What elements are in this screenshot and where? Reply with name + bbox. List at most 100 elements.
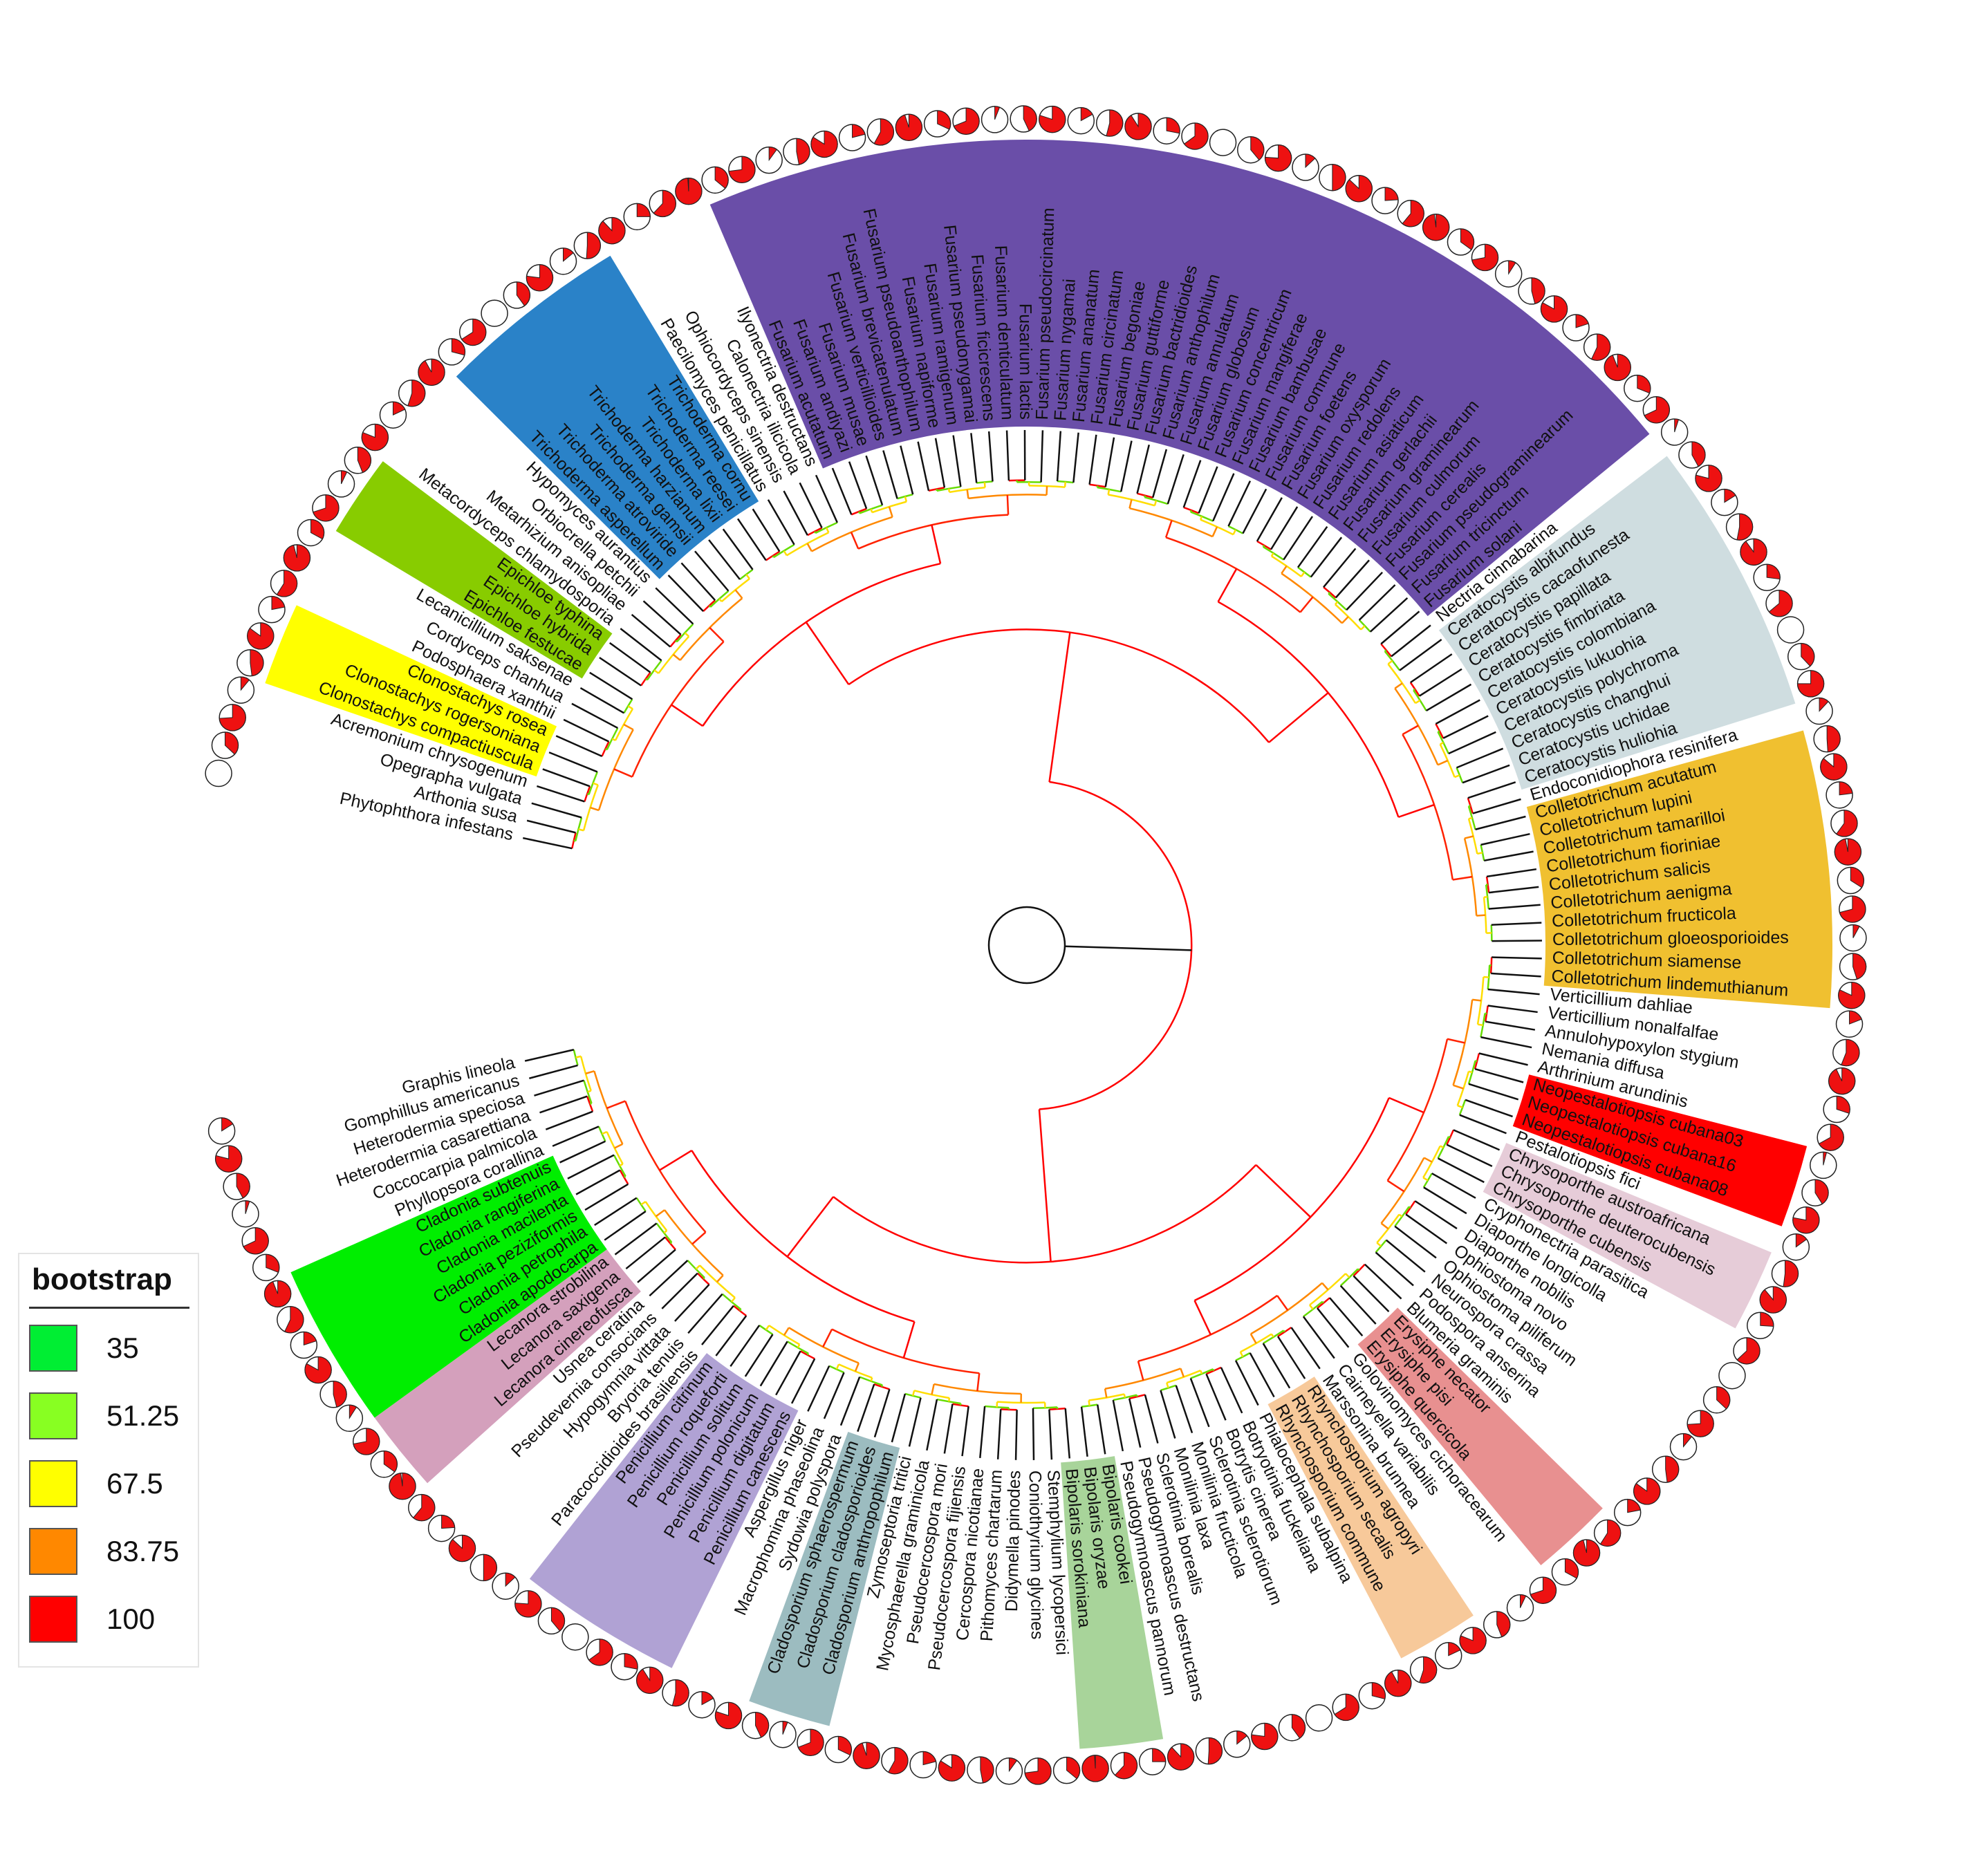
tree-branch [1486,868,1537,878]
pie-marker [1828,1067,1856,1095]
tree-branch [1323,548,1357,588]
pie-marker-slice [1384,187,1399,201]
tree-branch [1144,1394,1159,1444]
tree-branch [659,1149,693,1171]
clade-cladonia-highlight [290,1155,607,1418]
tree-branch-arc [933,1383,1021,1395]
pie-marker-slice [1838,982,1866,1009]
tree-branch [559,1140,606,1164]
clade-neopestalotiopsis-highlight [1512,1074,1808,1226]
pie-marker [1839,953,1867,980]
tree-branch-arc [631,641,725,778]
pie-marker [290,1331,318,1359]
pie-marker-slice [1828,1067,1856,1095]
tree-branch [1446,1144,1493,1167]
tree-branch [934,438,946,488]
pie-marker-slice [461,318,487,346]
pie-marker [458,318,487,346]
tree-branch [1006,494,1010,515]
tree-branch-arc [848,628,1270,743]
pie-marker [503,281,531,309]
tree-branch [675,640,678,643]
legend-label-51-25: 51.25 [106,1399,180,1432]
tree-branch [1440,1145,1444,1148]
pie-marker-slice [796,138,810,165]
tree-branch [674,1284,710,1322]
tree-branch [987,431,994,482]
pie-marker [427,1514,456,1542]
tree-branch [1151,449,1168,498]
pie-marker [219,704,246,731]
tree-branch [825,527,830,533]
tree-branch [1040,430,1044,483]
tree-branch [1217,568,1238,603]
tree-branch [1426,683,1472,712]
pie-marker [1434,1642,1462,1670]
tree-branch [734,589,743,599]
tree-branch [526,819,576,834]
tree-branch [1468,805,1471,808]
tree-branch [996,1409,1002,1459]
tree-branch [1345,1273,1350,1278]
tree-branch [1234,1360,1259,1406]
tree-branch [1398,1213,1403,1217]
pie-marker [270,570,298,597]
pie-marker [1332,1693,1359,1722]
pie-marker-slice [675,178,703,205]
pie-marker [1651,1455,1680,1483]
pie-marker-slice [1674,418,1680,433]
tree-branch [1435,699,1480,725]
pie-marker-slice [728,156,756,183]
tree-branch [1032,1408,1035,1460]
pie-marker-slice [1695,465,1722,492]
pie-marker [514,1590,542,1618]
pie-marker-slice [1124,113,1152,140]
clade-penicillium-highlight [529,1353,799,1668]
tree-branch [1080,1406,1088,1457]
pie-marker [1823,1095,1850,1123]
pie-marker [1181,122,1209,150]
tree-branch [1346,571,1384,611]
pie-marker [277,1305,304,1334]
pie-marker-slice [219,704,246,731]
pie-marker-slice [1236,1730,1248,1745]
tree-branch [1437,759,1449,766]
pie-marker-slice [310,519,325,540]
tree-branch [623,723,634,731]
tree-branch [1465,1099,1513,1118]
pie-marker [418,358,445,386]
tree-branch-arc [679,597,743,661]
tree-root-circle [987,906,1066,985]
tree-branch [1255,1164,1312,1218]
pie-marker [1167,1743,1195,1771]
pie-marker [304,1356,332,1384]
tip-label-coniothyrium-glycines: Coniothyrium glycines [1025,1471,1047,1640]
pie-marker-slice [221,1117,234,1132]
pie-marker [1747,1312,1774,1339]
tree-branch [805,622,850,685]
tree-branch [1321,1300,1325,1304]
pie-marker-slice [1792,1206,1820,1234]
pie-marker-slice [1768,590,1793,617]
tree-branch [1005,430,1010,481]
clade-colletotrichum-highlight [1526,730,1832,1009]
legend-item-35: 35 [29,1325,195,1374]
tree-branch [695,1265,700,1270]
pie-marker [1397,200,1424,227]
tree-branch [1394,682,1403,689]
pie-marker [1733,1337,1761,1365]
pie-marker [214,1145,243,1173]
tree-branch [1064,1408,1071,1459]
tree-branch [687,1293,723,1334]
tree-branch [571,702,618,729]
pie-marker [1540,295,1568,323]
pie-marker-slice [1795,1233,1808,1248]
pie-marker [952,107,980,135]
tree-branch [865,455,884,506]
tree-branch [943,1403,954,1454]
tree-branch [593,782,599,786]
tree-branch [602,1130,608,1135]
pie-marker-slice [1422,214,1450,241]
tree-branch [604,1211,647,1241]
tree-branch [1453,1129,1501,1151]
